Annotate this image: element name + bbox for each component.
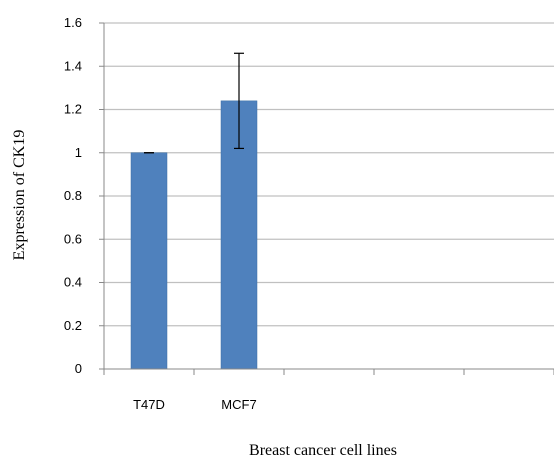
y-tick-label: 0 (75, 361, 82, 376)
axes (99, 22, 554, 375)
x-tick-labels: T47D MCF7 (133, 397, 257, 412)
bar-t47d (130, 152, 168, 370)
y-tick-label: 0.2 (64, 318, 82, 333)
x-axis-title: Breast cancer cell lines (249, 442, 397, 459)
y-tick-label: 0.8 (64, 188, 82, 203)
y-axis-title: Expression of CK19 (11, 130, 28, 261)
bars (130, 100, 258, 370)
x-tick-label: MCF7 (221, 397, 256, 412)
x-tick-label: T47D (133, 397, 165, 412)
y-tick-label: 1.2 (64, 102, 82, 117)
y-tick-labels: 0 0.2 0.4 0.6 0.8 1 1.2 1.4 1.6 (64, 15, 82, 376)
error-bars (144, 52, 244, 154)
y-tick-label: 1.6 (64, 15, 82, 30)
y-tick-label: 0.6 (64, 231, 82, 246)
y-tick-label: 0.4 (64, 275, 82, 290)
gridlines (104, 22, 554, 327)
y-tick-label: 1 (75, 145, 82, 160)
y-tick-label: 1.4 (64, 58, 82, 73)
